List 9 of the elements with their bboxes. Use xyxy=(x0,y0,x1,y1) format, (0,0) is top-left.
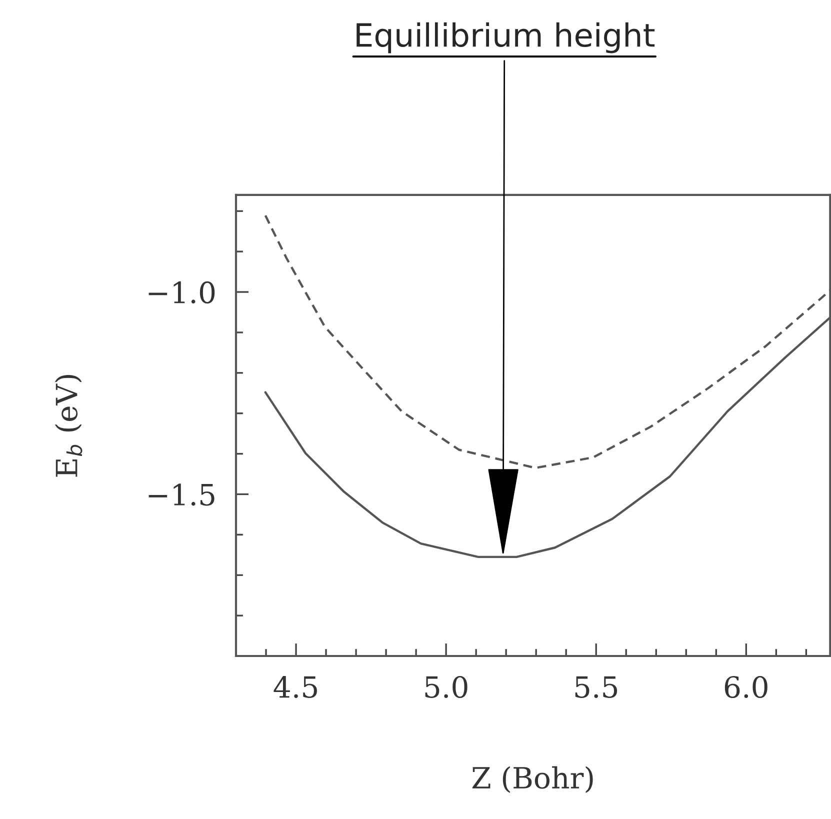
y-tick-label: −1.0 xyxy=(148,281,215,304)
y-axis-title: E$_{b}$ (eV) xyxy=(55,375,82,477)
x-tick-label: 5.5 xyxy=(575,676,618,698)
x-tick-label: 5.0 xyxy=(425,676,468,698)
x-axis-title: Z (Bohr) xyxy=(472,766,593,793)
annotation: Equillibrium height xyxy=(356,22,655,54)
y-tick-label: −1.5 xyxy=(148,484,214,506)
x-tick-label: 6.0 xyxy=(724,676,768,698)
x-tick-label: 4.5 xyxy=(274,676,317,698)
